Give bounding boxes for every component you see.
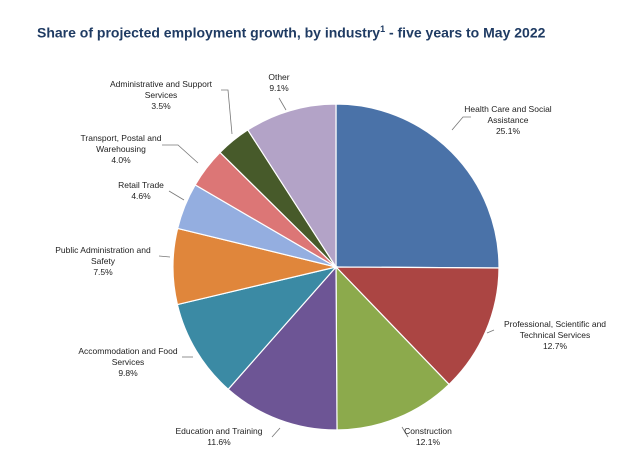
leader-line-transport-postal-and-warehousing	[162, 144, 199, 164]
slice-label-transport-postal-and-warehousing: Transport, Postal and Warehousing 4.0%	[81, 133, 162, 165]
leader-line-other	[278, 97, 287, 111]
slice-label-other: Other 9.1%	[268, 72, 289, 93]
slice-label-public-administration-and-safety: Public Administration and Safety 7.5%	[55, 245, 151, 277]
chart-title: Share of projected employment growth, by…	[37, 24, 545, 41]
pie-slice-accommodation-and-food-services	[176, 265, 338, 391]
chart-title-suffix: - five years to May 2022	[385, 24, 546, 41]
leader-line-retail-trade	[168, 190, 185, 201]
chart-title-text: Share of projected employment growth, by…	[37, 24, 381, 41]
pie-slice-professional-scientific-and-technical-services	[334, 266, 500, 386]
pie-slice-construction	[335, 265, 450, 431]
leader-line-administrative-and-support-services	[221, 89, 233, 135]
slice-label-administrative-and-support-services: Administrative and Support Services 3.5%	[110, 79, 213, 111]
pie-slice-other	[246, 103, 337, 270]
leader-line-education-and-training	[271, 427, 281, 438]
leader-line-public-administration-and-safety	[158, 255, 171, 258]
slice-label-accommodation-and-food-services: Accommodation and Food Services 9.8%	[78, 346, 177, 378]
chart-title-superscript: 1	[380, 24, 386, 34]
leader-line-professional-scientific-and-technical-services	[486, 329, 495, 334]
slice-label-professional-scientific-and-technical-services: Professional, Scientific and Technical Se…	[504, 319, 606, 351]
slice-label-construction: Construction 12.1%	[404, 426, 452, 447]
leader-line-construction	[401, 426, 409, 438]
pie-slice-health-care-and-social-assistance	[335, 103, 500, 269]
leader-line-health-care-and-social-assistance	[451, 116, 471, 131]
pie-slice-education-and-training	[227, 265, 338, 431]
slice-label-education-and-training: Education and Training 11.6%	[176, 426, 263, 447]
slice-label-health-care-and-social-assistance: Health Care and Social Assistance 25.1%	[464, 104, 552, 136]
slice-label-retail-trade: Retail Trade 4.6%	[118, 180, 164, 201]
